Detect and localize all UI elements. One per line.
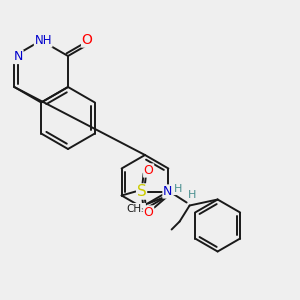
Text: N: N <box>163 185 172 198</box>
Text: O: O <box>82 33 92 47</box>
Text: S: S <box>137 184 146 199</box>
Text: O: O <box>144 206 154 219</box>
Text: H: H <box>188 190 196 200</box>
Text: N: N <box>14 50 23 64</box>
Text: NH: NH <box>34 34 52 47</box>
Text: H: H <box>173 184 182 194</box>
Text: O: O <box>144 164 154 177</box>
Text: CH₃: CH₃ <box>126 203 146 214</box>
